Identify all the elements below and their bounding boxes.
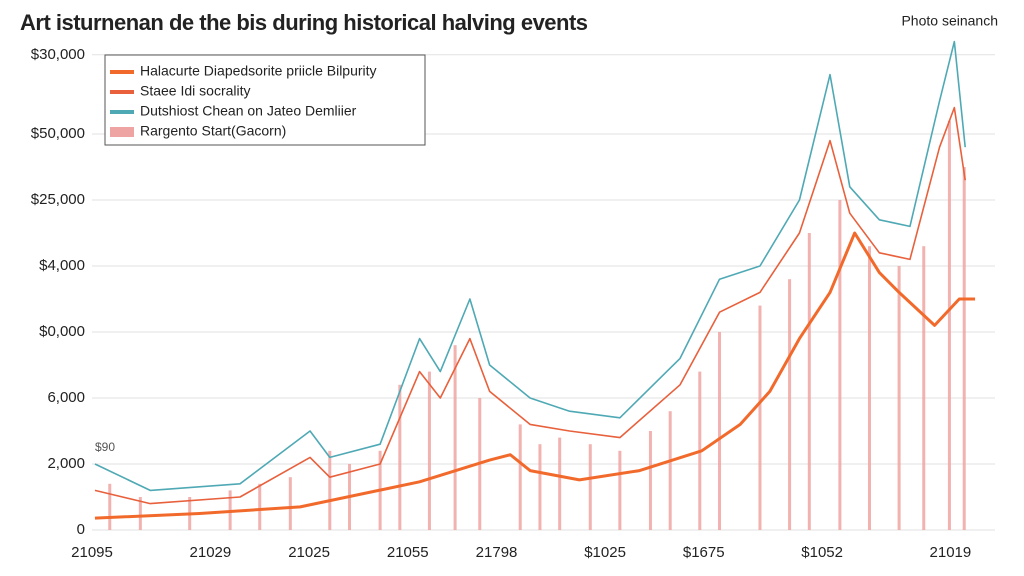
bar bbox=[618, 450, 622, 530]
line bbox=[94, 231, 976, 520]
bar bbox=[962, 167, 966, 530]
y-tick-label: $0,000 bbox=[39, 323, 85, 340]
x-tick-label: $1675 bbox=[683, 544, 725, 561]
bar bbox=[588, 444, 592, 530]
chart-title: Art isturnenan de the bis during histori… bbox=[20, 10, 588, 35]
line bbox=[94, 106, 966, 505]
x-tick-label: 21019 bbox=[930, 544, 972, 561]
legend-swatch bbox=[110, 127, 134, 137]
y-tick-label: $25,000 bbox=[31, 191, 85, 208]
bar bbox=[648, 431, 652, 530]
bar bbox=[138, 497, 142, 530]
bar bbox=[807, 233, 811, 530]
x-tick-label: 21798 bbox=[476, 544, 518, 561]
bar bbox=[258, 483, 262, 530]
x-tick-label: 21025 bbox=[288, 544, 330, 561]
bar bbox=[758, 305, 762, 530]
legend-text: Rargento Start(Gacorn) bbox=[140, 123, 286, 139]
legend-text: Halacurte Diapedsorite priicle Bilpurity bbox=[140, 63, 377, 79]
bar bbox=[288, 477, 292, 530]
y-tick-label: 6,000 bbox=[47, 389, 85, 406]
y-tick-label: 2,000 bbox=[47, 455, 85, 472]
y-tick-label: $30,000 bbox=[31, 46, 85, 63]
bar bbox=[453, 345, 457, 530]
bar bbox=[108, 483, 112, 530]
bar bbox=[718, 332, 722, 530]
bar bbox=[668, 411, 672, 530]
bar bbox=[328, 450, 332, 530]
annotation: $90 bbox=[95, 440, 115, 454]
x-tick-label: $1052 bbox=[801, 544, 843, 561]
y-tick-label: $50,000 bbox=[31, 125, 85, 142]
y-tick-label: 0 bbox=[77, 521, 85, 538]
bar bbox=[558, 437, 562, 530]
bar bbox=[427, 371, 431, 530]
bar bbox=[518, 424, 522, 530]
x-tick-label: 21029 bbox=[190, 544, 232, 561]
bar bbox=[788, 279, 792, 530]
legend-text: Dutshiost Chean on Jateo Demliier bbox=[140, 103, 357, 119]
bar bbox=[398, 384, 402, 530]
corner-label: Photo seinanch bbox=[901, 13, 998, 29]
legend-text: Staee Idi socrality bbox=[140, 83, 251, 99]
y-tick-label: $4,000 bbox=[39, 257, 85, 274]
bar bbox=[947, 120, 951, 531]
line bbox=[94, 40, 966, 492]
x-tick-label: $1025 bbox=[584, 544, 626, 561]
x-tick-label: 21095 bbox=[71, 544, 113, 561]
x-tick-label: 21055 bbox=[387, 544, 429, 561]
bar bbox=[922, 246, 926, 530]
bar bbox=[867, 246, 871, 530]
legend-box bbox=[104, 54, 426, 146]
bar bbox=[538, 444, 542, 530]
bar bbox=[897, 266, 901, 530]
bar bbox=[838, 200, 842, 530]
